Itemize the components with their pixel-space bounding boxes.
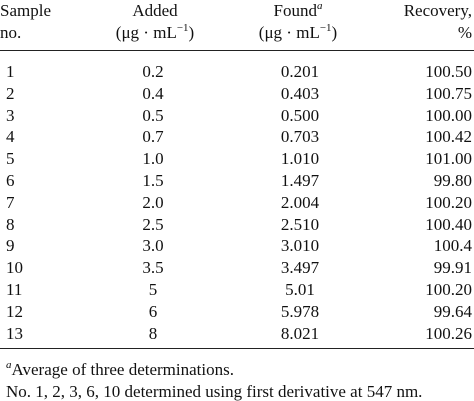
- table-cell: 5.01: [285, 280, 315, 299]
- table-cell: 6: [6, 171, 15, 190]
- header-cell: (μg · mL−1): [116, 23, 194, 43]
- header-cell: Sample: [0, 1, 51, 21]
- text: Sample: [0, 1, 51, 20]
- header-cell: no.: [0, 23, 21, 43]
- table-cell: 4: [6, 127, 15, 147]
- text: (μg · mL: [115, 23, 177, 42]
- table-cell: 2: [6, 83, 15, 103]
- table-cell: 1.010: [280, 149, 320, 169]
- table-cell: 9: [6, 236, 15, 256]
- table-cell: 1.497: [280, 171, 320, 190]
- text: Average of three determinations.: [11, 360, 234, 379]
- table-cell: 99.80: [433, 171, 472, 190]
- table-cell: 5: [148, 280, 158, 299]
- superscript: −1: [176, 22, 189, 34]
- footnote: No. 1, 2, 3, 6, 10 determined using firs…: [6, 382, 422, 401]
- table-cell: 0.201: [280, 62, 320, 81]
- text: Found: [273, 1, 317, 20]
- table-cell: 2.510: [280, 214, 320, 234]
- table-cell: 100.42: [425, 127, 472, 147]
- table-cell: 100.50: [425, 62, 472, 81]
- table-cell: 0.703: [280, 127, 320, 147]
- text: ): [331, 23, 338, 42]
- header-cell: Added: [132, 1, 177, 21]
- table-cell: 0.5: [142, 105, 164, 125]
- header-rule: [0, 50, 474, 51]
- table-cell: 11: [6, 280, 23, 299]
- table-cell: 0.500: [280, 105, 320, 125]
- table-cell: 5: [6, 149, 15, 169]
- table-cell: 3.5: [142, 258, 164, 278]
- text: no.: [0, 23, 22, 42]
- text: ): [188, 23, 195, 42]
- header-cell: (μg · mL−1): [259, 23, 337, 43]
- table-cell: 7: [6, 192, 15, 212]
- table-cell: 100.20: [425, 192, 472, 212]
- table-cell: 1: [6, 62, 15, 81]
- table-cell: 99.91: [433, 258, 472, 278]
- footnote: aAverage of three determinations.: [6, 360, 234, 380]
- table-cell: 0.7: [142, 127, 164, 147]
- table-cell: 0.2: [142, 62, 164, 81]
- table-cell: 0.403: [280, 83, 320, 103]
- text: (μg · mL: [258, 23, 320, 42]
- table-cell: 1.0: [142, 149, 164, 169]
- text: Recovery,: [403, 1, 472, 20]
- table-cell: 6: [148, 301, 158, 321]
- table-cell: 0.4: [142, 83, 164, 103]
- table-cell: 100.20: [425, 280, 472, 299]
- header-cell: Founda: [274, 1, 323, 21]
- table-cell: 100.75: [425, 83, 472, 103]
- text: Added: [132, 1, 178, 20]
- text: No. 1, 2, 3, 6, 10 determined using firs…: [6, 382, 423, 401]
- superscript: a: [316, 0, 323, 12]
- table-cell: 101.00: [425, 149, 472, 169]
- table-cell: 2.5: [142, 214, 164, 234]
- table-cell: 10: [6, 258, 23, 278]
- table-cell: 8.021: [280, 323, 320, 343]
- table-cell: 3.497: [280, 258, 320, 278]
- table-cell: 100.4: [433, 236, 472, 256]
- header-cell: Recovery,: [404, 1, 472, 21]
- table-cell: 99.64: [433, 301, 472, 321]
- table-cell: 1.5: [142, 171, 164, 190]
- table-cell: 8: [6, 214, 15, 234]
- table-cell: 5.978: [280, 301, 320, 321]
- table-cell: 3: [6, 105, 15, 125]
- table-cell: 3.0: [142, 236, 164, 256]
- table-cell: 8: [148, 323, 158, 343]
- superscript: −1: [319, 22, 332, 34]
- bottom-rule: [0, 348, 474, 349]
- table-cell: 100.00: [425, 105, 472, 125]
- table-cell: 2.0: [142, 192, 164, 212]
- table-cell: 12: [6, 301, 23, 321]
- table-cell: 2.004: [280, 192, 320, 212]
- table-cell: 100.26: [425, 323, 472, 343]
- text: %: [457, 23, 472, 42]
- table-cell: 3.010: [280, 236, 320, 256]
- header-cell: %: [458, 23, 472, 43]
- table-cell: 100.40: [425, 214, 472, 234]
- superscript: a: [6, 359, 12, 371]
- table-cell: 13: [6, 323, 23, 343]
